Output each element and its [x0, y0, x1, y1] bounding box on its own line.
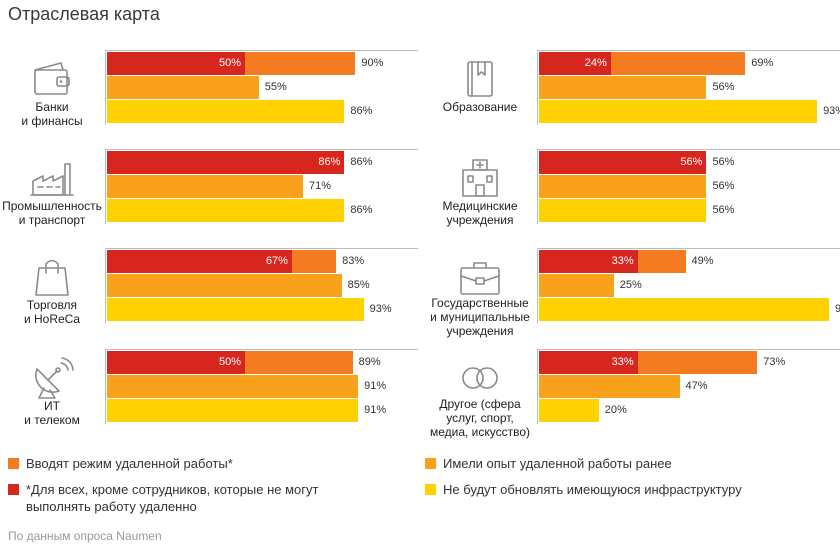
- cat-4-bar-remote: 50%: [107, 351, 353, 374]
- cat-4-value-experience: 91%: [364, 380, 387, 392]
- cat-1-label: Банки и финансы: [21, 100, 83, 128]
- cat-6-frame: [537, 149, 840, 224]
- cat-8-label: Другое (сфера услуг, спорт, медиа, искус…: [429, 397, 531, 439]
- shopping-bag-icon: [29, 254, 75, 300]
- cat-4-bar-experience: [107, 375, 359, 398]
- book-icon: [457, 56, 503, 102]
- cat-7-frame: [537, 248, 840, 323]
- legend-infra: Не будут обновлять имеющуюся инфраструкт…: [443, 482, 742, 497]
- cat-6-value-infra: 56%: [712, 204, 735, 216]
- wallet-icon: [29, 56, 75, 102]
- cat-4-value-infra: 91%: [364, 404, 387, 416]
- legend-swatch-remote: [8, 458, 19, 469]
- cat-7-except-value: 33%: [611, 255, 634, 267]
- cat-3-value-remote: 83%: [342, 255, 365, 267]
- cat-5-label: Образование: [442, 100, 518, 114]
- cat-1-except-value: 50%: [218, 57, 241, 69]
- legend-swatch-infra: [425, 484, 436, 495]
- cat-8-bar-experience: [539, 375, 680, 398]
- cat-8-bar-infra: [539, 399, 599, 422]
- cat-6-bar-infra: [539, 199, 707, 222]
- cat-1-bar-experience: [107, 76, 259, 99]
- cat-8-except-value: 33%: [611, 356, 634, 368]
- cat-2-value-experience: 71%: [308, 180, 331, 192]
- cat-7-bar-remote: 33%: [539, 250, 686, 273]
- cat-2-bar-remote: 86%: [107, 151, 345, 174]
- infinity-icon: [457, 355, 503, 401]
- cat-5-bar-experience: [539, 76, 707, 99]
- cat-8-value-remote: 73%: [763, 356, 786, 368]
- cat-3-frame: [105, 248, 418, 323]
- hospital-icon: [457, 155, 503, 201]
- cat-1-bar-infra: [107, 100, 345, 123]
- cat-2-frame: [105, 149, 418, 224]
- factory-icon: [29, 155, 75, 201]
- cat-5-bar-infra: [539, 100, 818, 123]
- cat-3-bar-experience: [107, 274, 342, 297]
- cat-4-frame: [105, 349, 418, 424]
- cat-6-value-remote: 56%: [712, 156, 735, 168]
- cat-5-frame: [537, 50, 840, 125]
- cat-3-label: Торговля и HoReCa: [23, 298, 81, 326]
- cat-5-bar-except: 24%: [539, 52, 611, 75]
- cat-2-bar-infra: [107, 199, 345, 222]
- cat-7-label: Государственные и муниципальные учрежден…: [430, 296, 530, 338]
- cat-5-bar-remote: 24%: [539, 52, 746, 75]
- cat-5-except-value: 24%: [584, 57, 607, 69]
- cat-8-value-infra: 20%: [604, 404, 627, 416]
- cat-8-bar-except: 33%: [539, 351, 638, 374]
- cat-6-bar-remote: 56%: [539, 151, 707, 174]
- cat-5-value-infra: 93%: [823, 105, 840, 117]
- cat-2-label: Промышленность и транспорт: [2, 199, 102, 227]
- briefcase-icon: [457, 254, 503, 300]
- cat-6-bar-experience: [539, 175, 707, 198]
- cat-7-bar-except: 33%: [539, 250, 638, 273]
- cat-4-bar-infra: [107, 399, 359, 422]
- cat-6-except-value: 56%: [680, 156, 703, 168]
- cat-1-bar-except: 50%: [107, 52, 245, 75]
- cat-1-value-infra: 86%: [350, 105, 373, 117]
- cat-5-value-remote: 69%: [751, 57, 774, 69]
- cat-6-label: Медицинские учреждения: [442, 199, 518, 227]
- cat-1-value-remote: 90%: [361, 57, 384, 69]
- legend-experience: Имели опыт удаленной работы ранее: [443, 456, 672, 471]
- cat-1-value-experience: 55%: [264, 81, 287, 93]
- cat-5-value-experience: 56%: [712, 81, 735, 93]
- cat-2-except-value: 86%: [318, 156, 341, 168]
- cat-3-bar-remote: 67%: [107, 250, 337, 273]
- cat-4-value-remote: 89%: [358, 356, 381, 368]
- cat-8-frame: [537, 349, 840, 424]
- cat-4-bar-except: 50%: [107, 351, 245, 374]
- cat-4-except-value: 50%: [218, 356, 241, 368]
- cat-1-bar-remote: 50%: [107, 52, 356, 75]
- cat-3-except-value: 67%: [265, 255, 288, 267]
- cat-2-value-remote: 86%: [350, 156, 373, 168]
- cat-7-bar-infra: [539, 298, 830, 321]
- cat-3-bar-infra: [107, 298, 364, 321]
- cat-7-bar-experience: [539, 274, 614, 297]
- legend-swatch-experience: [425, 458, 436, 469]
- cat-3-value-experience: 85%: [347, 279, 370, 291]
- cat-2-bar-except: 86%: [107, 151, 345, 174]
- cat-2-value-infra: 86%: [350, 204, 373, 216]
- cat-6-bar-except: 56%: [539, 151, 707, 174]
- source-note: По данным опроса Naumen: [8, 529, 162, 543]
- cat-8-value-experience: 47%: [685, 380, 708, 392]
- page-title: Отраслевая карта: [8, 4, 160, 24]
- legend-swatch-except: [8, 484, 19, 495]
- satellite-dish-icon: [29, 355, 75, 401]
- legend-except: *Для всех, кроме сотрудников, которые не…: [26, 482, 319, 514]
- cat-7-value-experience: 25%: [619, 279, 642, 291]
- cat-4-label: ИТ и телеком: [24, 399, 80, 427]
- cat-3-bar-except: 67%: [107, 250, 292, 273]
- cat-3-value-infra: 93%: [369, 303, 392, 315]
- cat-2-bar-experience: [107, 175, 303, 198]
- cat-6-value-experience: 56%: [712, 180, 735, 192]
- cat-8-bar-remote: 33%: [539, 351, 758, 374]
- cat-1-frame: [105, 50, 418, 125]
- cat-7-value-infra: 97%: [835, 303, 840, 315]
- cat-7-value-remote: 49%: [691, 255, 714, 267]
- legend-remote: Вводят режим удаленной работы*: [26, 456, 233, 471]
